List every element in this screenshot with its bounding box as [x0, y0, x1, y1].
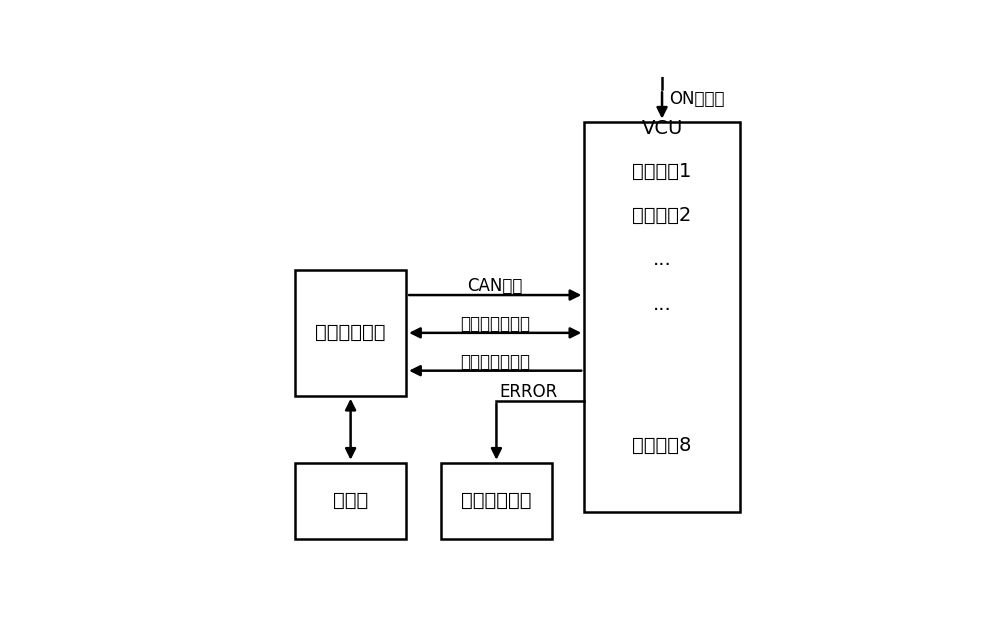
Text: 空压机控制指令: 空压机控制指令: [460, 353, 530, 371]
Text: 空压机: 空压机: [333, 491, 368, 510]
Bar: [295, 463, 406, 539]
Text: 空压机工作状态: 空压机工作状态: [460, 315, 530, 333]
Bar: [584, 121, 740, 512]
Text: VCU: VCU: [641, 119, 683, 139]
Text: 仪表报警装置: 仪表报警装置: [461, 491, 532, 510]
Text: ...: ...: [653, 250, 671, 270]
Text: ERROR: ERROR: [499, 383, 557, 401]
Text: ON火信号: ON火信号: [669, 91, 725, 108]
Text: 检测序列8: 检测序列8: [632, 436, 692, 455]
Text: 空压机控制器: 空压机控制器: [315, 324, 386, 342]
Text: ...: ...: [653, 295, 671, 314]
Bar: [295, 270, 406, 396]
Bar: [441, 463, 552, 539]
Text: 检测序列2: 检测序列2: [632, 206, 692, 225]
Text: 检测序列1: 检测序列1: [632, 162, 692, 180]
Text: CAN信息: CAN信息: [468, 277, 523, 295]
